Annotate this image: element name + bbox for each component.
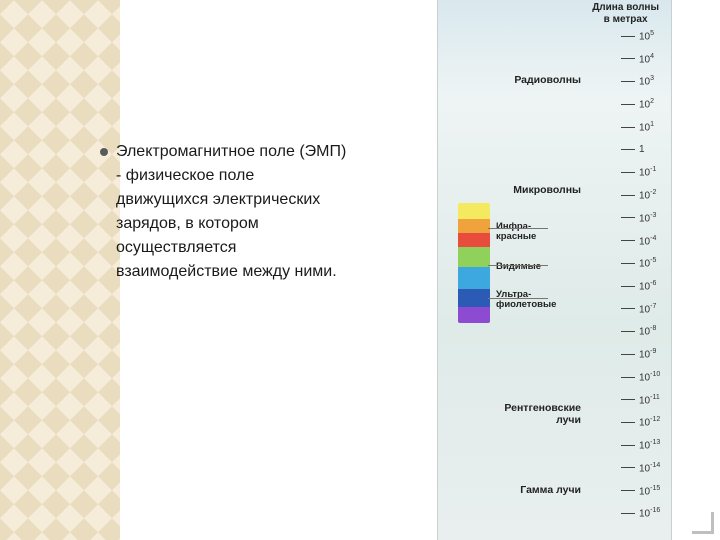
tick-label: 10-10 bbox=[639, 371, 660, 383]
visible-spectrum-inset bbox=[458, 203, 490, 323]
paragraph-text: Электромагнитное поле (ЭМП) - физическое… bbox=[116, 140, 350, 284]
scale-tick: 10-8 bbox=[621, 325, 656, 337]
tick-mark bbox=[621, 104, 635, 105]
resize-corner-icon bbox=[692, 512, 714, 534]
scale-tick: 10-13 bbox=[621, 439, 660, 451]
spectrum-stripe bbox=[458, 267, 490, 289]
tick-label: 10-3 bbox=[639, 212, 656, 224]
tick-mark bbox=[621, 263, 635, 264]
tick-label: 10-2 bbox=[639, 189, 656, 201]
tick-mark bbox=[621, 490, 635, 491]
tick-mark bbox=[621, 217, 635, 218]
connector-line bbox=[488, 298, 548, 299]
scale-tick: 10-10 bbox=[621, 371, 660, 383]
tick-label: 10-8 bbox=[639, 325, 656, 337]
definition-paragraph: Электромагнитное поле (ЭМП) - физическое… bbox=[100, 140, 350, 284]
scale-tick: 10-11 bbox=[621, 394, 660, 406]
scale-tick: 10-2 bbox=[621, 189, 656, 201]
tick-mark bbox=[621, 240, 635, 241]
scale-title-line1: Длина волны bbox=[592, 2, 659, 14]
scale-tick: 10-15 bbox=[621, 485, 660, 497]
tick-mark bbox=[621, 195, 635, 196]
tick-label: 10-13 bbox=[639, 439, 660, 451]
spectrum-stripe bbox=[458, 219, 490, 233]
tick-label: 10-14 bbox=[639, 462, 660, 474]
tick-label: 103 bbox=[639, 75, 654, 87]
spectrum-stripe bbox=[458, 233, 490, 247]
tick-mark bbox=[621, 354, 635, 355]
tick-label: 10-5 bbox=[639, 257, 656, 269]
tick-mark bbox=[621, 286, 635, 287]
scale-tick: 10-6 bbox=[621, 280, 656, 292]
scale-tick: 104 bbox=[621, 53, 654, 65]
tick-label: 102 bbox=[639, 98, 654, 110]
spectrum-stripe bbox=[458, 203, 490, 219]
band-label: Рентгеновскиелучи bbox=[504, 403, 581, 426]
bullet-icon bbox=[100, 148, 108, 156]
tick-mark bbox=[621, 331, 635, 332]
scale-title-line2: в метрах bbox=[592, 14, 659, 26]
tick-label: 1 bbox=[639, 144, 645, 155]
scale-tick: 10-1 bbox=[621, 166, 656, 178]
em-spectrum-figure: Длина волны в метрах 105 104 103 102 101 1 10-… bbox=[437, 0, 672, 540]
scale-tick: 10-5 bbox=[621, 257, 656, 269]
band-label: Гамма лучи bbox=[520, 485, 581, 497]
scale-tick: 10-7 bbox=[621, 303, 656, 315]
scale-tick: 10-9 bbox=[621, 348, 656, 360]
tick-label: 10-12 bbox=[639, 416, 660, 428]
tick-label: 10-15 bbox=[639, 485, 660, 497]
scale-tick: 105 bbox=[621, 30, 654, 42]
tick-label: 104 bbox=[639, 53, 654, 65]
spectrum-stripe bbox=[458, 307, 490, 323]
scale-tick: 10-3 bbox=[621, 212, 656, 224]
scale-tick: 1 bbox=[621, 144, 645, 155]
scale-tick: 10-16 bbox=[621, 507, 660, 519]
band-label: Микроволны bbox=[513, 185, 581, 197]
tick-label: 10-11 bbox=[639, 394, 660, 406]
scale-tick: 10-12 bbox=[621, 416, 660, 428]
tick-mark bbox=[621, 377, 635, 378]
tick-label: 101 bbox=[639, 121, 654, 133]
tick-mark bbox=[621, 127, 635, 128]
connector-line bbox=[488, 228, 548, 229]
visible-band-caption: Инфра-красные bbox=[496, 222, 536, 243]
scale-tick: 102 bbox=[621, 98, 654, 110]
tick-mark bbox=[621, 58, 635, 59]
tick-label: 105 bbox=[639, 30, 654, 42]
tick-label: 10-4 bbox=[639, 235, 656, 247]
tick-mark bbox=[621, 399, 635, 400]
tick-mark bbox=[621, 445, 635, 446]
visible-band-caption: Ультра-фиолетовые bbox=[496, 290, 556, 311]
band-label: Радиоволны bbox=[514, 75, 581, 87]
connector-line bbox=[488, 265, 548, 266]
tick-mark bbox=[621, 513, 635, 514]
tick-mark bbox=[621, 81, 635, 82]
tick-mark bbox=[621, 36, 635, 37]
scale-title: Длина волны в метрах bbox=[592, 2, 659, 25]
spectrum-stripe bbox=[458, 247, 490, 267]
tick-label: 10-7 bbox=[639, 303, 656, 315]
tick-mark bbox=[621, 308, 635, 309]
scale-tick: 10-4 bbox=[621, 235, 656, 247]
spectrum-stripe bbox=[458, 289, 490, 307]
scale-tick: 10-14 bbox=[621, 462, 660, 474]
tick-mark bbox=[621, 422, 635, 423]
tick-mark bbox=[621, 172, 635, 173]
tick-label: 10-6 bbox=[639, 280, 656, 292]
scale-tick: 103 bbox=[621, 75, 654, 87]
tick-mark bbox=[621, 467, 635, 468]
tick-label: 10-9 bbox=[639, 348, 656, 360]
tick-label: 10-1 bbox=[639, 166, 656, 178]
tick-mark bbox=[621, 149, 635, 150]
visible-band-caption: Видимые bbox=[496, 262, 541, 272]
scale-tick: 101 bbox=[621, 121, 654, 133]
tick-label: 10-16 bbox=[639, 507, 660, 519]
